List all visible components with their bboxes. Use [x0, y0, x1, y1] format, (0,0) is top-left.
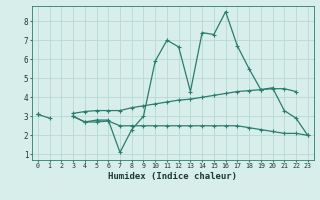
X-axis label: Humidex (Indice chaleur): Humidex (Indice chaleur) — [108, 172, 237, 181]
